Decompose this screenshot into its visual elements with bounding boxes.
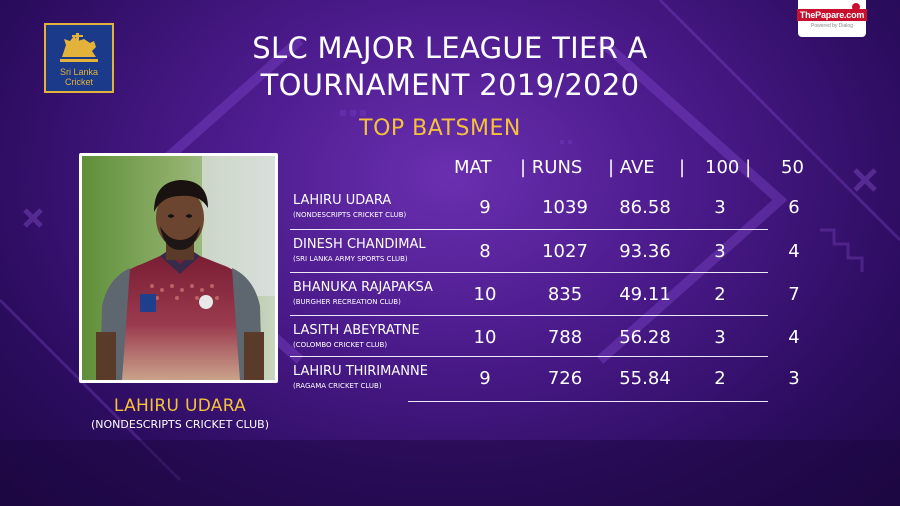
cell-ave: 56.28: [619, 327, 671, 348]
cell-100: 2: [714, 284, 726, 305]
row-divider: [290, 315, 768, 316]
cell-mat: 10: [473, 327, 497, 348]
player-club: (COLOMBO CRICKET CLUB): [293, 341, 388, 349]
cell-50: 4: [788, 327, 800, 348]
thepapare-logo-subtext: Powered by Dialog: [811, 22, 853, 29]
thepapare-logo-text: ThePapare.com: [796, 8, 868, 21]
featured-player-photo-frame: [79, 153, 278, 383]
player-name: LASITH ABEYRATNE: [293, 323, 420, 338]
cell-100: 3: [714, 197, 726, 218]
featured-player-photo: [82, 156, 275, 380]
column-header-runs: | RUNS: [520, 157, 583, 178]
player-club: (NONDESCRIPTS CRICKET CLUB): [293, 211, 407, 219]
cell-runs: 1027: [542, 241, 588, 262]
row-divider: [290, 356, 768, 357]
sri-lanka-cricket-logo: Sri Lanka Cricket: [44, 23, 114, 93]
cell-ave: 49.11: [619, 284, 671, 305]
player-club: (BURGHER RECREATION CLUB): [293, 298, 401, 306]
table-row: BHANUKA RAJAPAKSA (BURGHER RECREATION CL…: [290, 280, 810, 324]
table-row: LASITH ABEYRATNE (COLOMBO CRICKET CLUB) …: [290, 323, 810, 367]
column-header-mat: MAT: [454, 157, 492, 178]
cell-runs: 726: [547, 368, 583, 389]
cricket-ball-icon: [852, 3, 860, 11]
column-header-100: 100 |: [705, 157, 752, 178]
cell-runs: 788: [547, 327, 583, 348]
lion-crest-icon: [60, 33, 98, 62]
cell-50: 6: [788, 197, 800, 218]
cell-50: 7: [788, 284, 800, 305]
column-header-50: 50: [781, 157, 804, 178]
row-divider: [290, 272, 768, 273]
player-name: BHANUKA RAJAPAKSA: [293, 280, 433, 295]
featured-player-name: LAHIRU UDARA: [113, 396, 247, 416]
column-header-separator: |: [679, 157, 686, 178]
page-title: SLC MAJOR LEAGUE TIER A TOURNAMENT 2019/…: [190, 30, 710, 104]
cell-ave: 93.36: [619, 241, 671, 262]
cell-ave: 86.58: [619, 197, 671, 218]
table-row: LAHIRU UDARA (NONDESCRIPTS CRICKET CLUB)…: [290, 193, 810, 237]
row-divider: [408, 401, 768, 402]
cell-mat: 8: [479, 241, 491, 262]
cell-50: 4: [788, 241, 800, 262]
cell-50: 3: [788, 368, 800, 389]
player-club: (SRI LANKA ARMY SPORTS CLUB): [293, 255, 408, 263]
table-row: LAHIRU THIRIMANNE (RAGAMA CRICKET CLUB) …: [290, 364, 810, 408]
column-header-ave: | AVE: [608, 157, 655, 178]
cell-mat: 9: [479, 368, 491, 389]
table-row: DINESH CHANDIMAL (SRI LANKA ARMY SPORTS …: [290, 237, 810, 281]
cell-runs: 1039: [542, 197, 588, 218]
player-name: LAHIRU THIRIMANNE: [293, 364, 428, 379]
slc-logo-line2: Cricket: [64, 77, 93, 87]
thepapare-logo: ThePapare.com Powered by Dialog: [796, 0, 868, 37]
cell-100: 2: [714, 368, 726, 389]
cell-runs: 835: [547, 284, 583, 305]
cell-mat: 10: [473, 284, 497, 305]
cell-100: 3: [714, 241, 726, 262]
slc-logo-line1: Sri Lanka: [59, 67, 99, 77]
cell-100: 3: [714, 327, 726, 348]
player-club: (RAGAMA CRICKET CLUB): [293, 382, 382, 390]
page-title-line1: SLC MAJOR LEAGUE TIER A: [252, 31, 648, 65]
player-name: LAHIRU UDARA: [293, 193, 392, 208]
page-title-line2: TOURNAMENT 2019/2020: [260, 68, 640, 102]
cell-mat: 9: [479, 197, 491, 218]
player-name: DINESH CHANDIMAL: [293, 237, 426, 252]
cell-ave: 55.84: [619, 368, 671, 389]
page-subtitle: TOP BATSMEN: [359, 116, 521, 141]
row-divider: [290, 229, 768, 230]
featured-player-club: (NONDESCRIPTS CRICKET CLUB): [91, 418, 269, 431]
